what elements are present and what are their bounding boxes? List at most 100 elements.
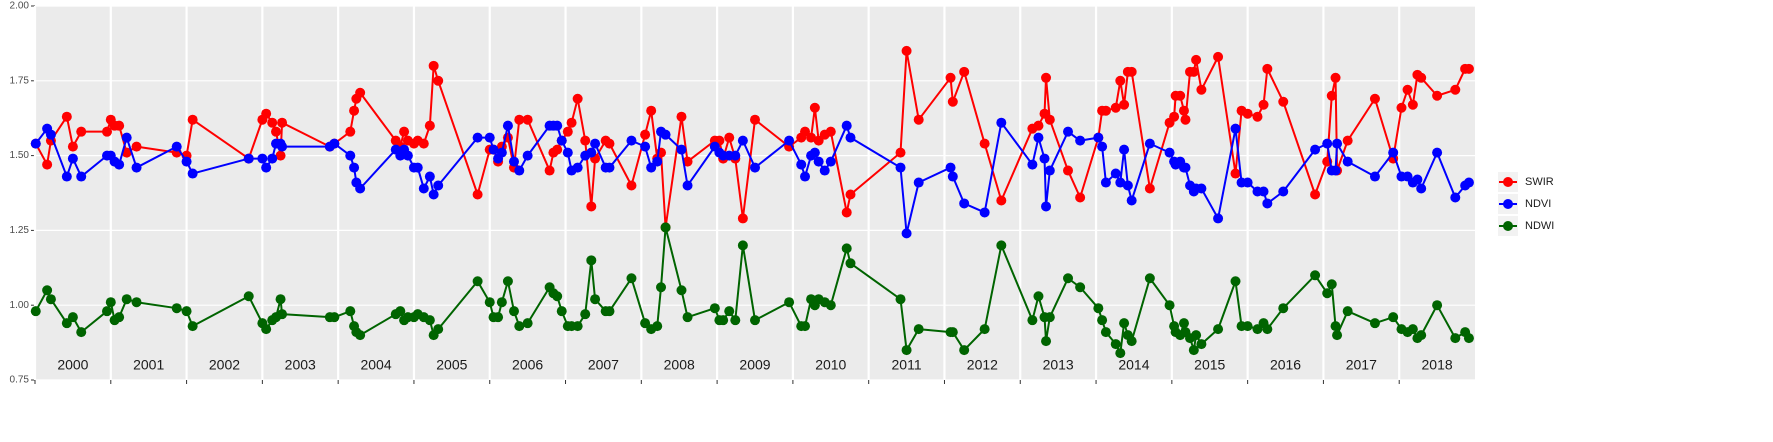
- data-point: [488, 144, 499, 155]
- data-point: [257, 153, 268, 164]
- x-tick-label: 2013: [1043, 357, 1074, 373]
- data-point: [45, 129, 56, 140]
- data-point: [750, 114, 760, 125]
- data-point: [604, 306, 615, 317]
- data-point: [329, 138, 340, 149]
- data-point: [1063, 126, 1074, 137]
- data-point: [433, 75, 444, 86]
- data-point: [1033, 132, 1044, 143]
- data-point: [1252, 111, 1263, 122]
- data-point: [1180, 162, 1191, 173]
- data-point: [1119, 144, 1130, 155]
- data-point: [1115, 348, 1126, 359]
- data-point: [813, 156, 824, 167]
- data-point: [626, 180, 637, 191]
- data-point: [42, 159, 53, 170]
- x-tick-label: 2014: [1118, 357, 1149, 373]
- data-point: [1342, 306, 1353, 317]
- data-point: [1388, 147, 1399, 158]
- data-point: [676, 144, 687, 155]
- data-point: [114, 159, 125, 170]
- data-point: [1122, 180, 1133, 191]
- data-point: [1178, 105, 1189, 116]
- data-point: [1033, 120, 1044, 131]
- data-point: [1033, 291, 1044, 302]
- data-point: [1463, 63, 1474, 74]
- data-point: [1416, 183, 1427, 194]
- data-point: [1332, 330, 1343, 341]
- data-point: [586, 201, 597, 212]
- x-tick-label: 2017: [1346, 357, 1377, 373]
- data-point: [261, 324, 272, 335]
- data-point: [604, 138, 615, 149]
- data-point: [61, 171, 72, 182]
- data-point: [1310, 189, 1321, 200]
- data-point: [724, 306, 735, 317]
- data-point: [1075, 192, 1086, 203]
- data-point: [1191, 54, 1202, 65]
- data-point: [1230, 168, 1241, 179]
- data-point: [277, 141, 288, 152]
- data-point: [1100, 177, 1111, 188]
- data-point: [105, 297, 116, 308]
- data-point: [508, 306, 519, 317]
- y-tick-label: 1.25: [10, 225, 30, 236]
- data-point: [809, 147, 820, 158]
- data-point: [572, 162, 583, 173]
- data-point: [243, 291, 254, 302]
- data-point: [171, 141, 182, 152]
- data-point: [640, 129, 651, 140]
- data-point: [544, 165, 555, 176]
- data-point: [1178, 318, 1189, 329]
- data-point: [959, 66, 970, 77]
- data-point: [502, 120, 513, 131]
- data-point: [187, 114, 198, 125]
- data-point: [1126, 66, 1137, 77]
- x-tick-label: 2007: [588, 357, 619, 373]
- data-point: [102, 126, 112, 137]
- data-point: [522, 114, 533, 125]
- data-point: [901, 45, 912, 56]
- data-point: [1027, 159, 1038, 170]
- data-point: [1412, 174, 1423, 185]
- data-point: [1164, 300, 1175, 311]
- data-point: [345, 150, 356, 161]
- data-point: [1191, 330, 1202, 341]
- data-point: [1213, 51, 1224, 62]
- data-point: [1196, 84, 1207, 95]
- data-point: [1242, 321, 1253, 332]
- data-point: [1041, 336, 1052, 347]
- data-point: [1213, 213, 1224, 224]
- data-point: [1075, 282, 1086, 293]
- x-tick-label: 2004: [360, 357, 391, 373]
- data-point: [1119, 318, 1130, 329]
- data-point: [181, 306, 192, 317]
- data-point: [901, 228, 912, 239]
- data-point: [1330, 72, 1341, 83]
- data-point: [682, 180, 693, 191]
- data-point: [784, 297, 795, 308]
- data-point: [1063, 273, 1074, 284]
- data-point: [1258, 186, 1269, 197]
- data-point: [580, 309, 591, 320]
- data-point: [1097, 315, 1108, 326]
- data-point: [737, 240, 748, 251]
- data-point: [267, 117, 278, 128]
- data-point: [171, 303, 182, 314]
- data-point: [750, 162, 760, 173]
- data-point: [1144, 273, 1155, 284]
- data-point: [730, 315, 741, 326]
- data-point: [1039, 153, 1050, 164]
- data-point: [472, 132, 483, 143]
- data-point: [187, 168, 198, 179]
- data-point: [1262, 63, 1273, 74]
- data-point: [676, 285, 687, 296]
- data-point: [819, 165, 830, 176]
- data-point: [626, 273, 637, 284]
- x-tick-label: 2002: [209, 357, 240, 373]
- data-point: [76, 126, 87, 137]
- legend-label: NDWI: [1525, 220, 1554, 232]
- data-point: [901, 345, 912, 356]
- data-point: [1432, 300, 1443, 311]
- data-point: [42, 285, 53, 296]
